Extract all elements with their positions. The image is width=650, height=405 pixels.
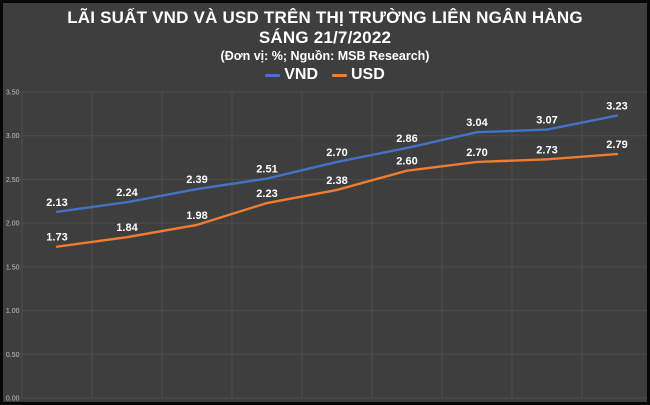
legend-label-usd: USD xyxy=(351,66,385,84)
usd-data-label: 2.23 xyxy=(256,188,277,200)
usd-data-label: 2.38 xyxy=(326,175,347,187)
usd-data-label: 1.84 xyxy=(116,222,138,234)
chart-title: LÃI SUẤT VND VÀ USD TRÊN THỊ TRƯỜNG LIÊN… xyxy=(3,8,647,47)
vnd-data-label: 2.86 xyxy=(396,133,417,145)
y-axis-tick-label: 1.00 xyxy=(6,308,20,315)
y-axis-tick-label: 2.00 xyxy=(6,221,20,228)
usd-line-swatch-icon xyxy=(332,73,347,77)
legend-item-usd[interactable]: USD xyxy=(332,66,385,84)
line-chart-plot-area: 3.50 3.00 2.50 2.00 1.50 1.00 0.50 0.00 2.13 2.24… xyxy=(6,90,647,403)
chart-title-line2: SÁNG 21/7/2022 xyxy=(258,27,392,47)
usd-line xyxy=(55,152,619,248)
y-axis-tick-label: 2.50 xyxy=(6,177,20,184)
y-axis-tick-label: 1.50 xyxy=(6,264,20,271)
vnd-data-label: 2.51 xyxy=(256,164,277,176)
y-axis-tick-label: 3.50 xyxy=(6,90,20,97)
y-axis-tick-label: 0.50 xyxy=(6,352,20,359)
vnd-data-label: 3.07 xyxy=(536,115,557,127)
chart-subtitle: (Đơn vị: %; Nguồn: MSB Research) xyxy=(220,49,430,64)
vnd-data-label: 3.23 xyxy=(606,101,627,113)
vnd-data-label: 2.13 xyxy=(46,197,67,209)
legend-item-vnd[interactable]: VND xyxy=(265,66,318,84)
y-axis-tick-label: 0.00 xyxy=(6,396,20,403)
chart-title-line1: LÃI SUẤT VND VÀ USD TRÊN THỊ TRƯỜNG LIÊN… xyxy=(67,8,583,27)
usd-data-label: 2.79 xyxy=(606,139,627,151)
vnd-data-label: 2.39 xyxy=(186,174,207,186)
y-axis-tick-label: 3.00 xyxy=(6,133,20,140)
vnd-line-swatch-icon xyxy=(265,73,281,77)
usd-data-label: 2.60 xyxy=(396,156,417,168)
usd-data-label: 2.70 xyxy=(466,147,487,159)
usd-data-label: 1.73 xyxy=(46,232,67,244)
legend: VND USD xyxy=(3,66,647,84)
vnd-data-label: 2.24 xyxy=(116,187,138,199)
vnd-line xyxy=(55,114,619,213)
legend-label-vnd: VND xyxy=(284,66,318,84)
vnd-data-label: 2.70 xyxy=(326,147,347,159)
usd-data-label: 2.73 xyxy=(536,144,557,156)
usd-data-label: 1.98 xyxy=(186,210,207,222)
vnd-data-label: 3.04 xyxy=(466,117,488,129)
